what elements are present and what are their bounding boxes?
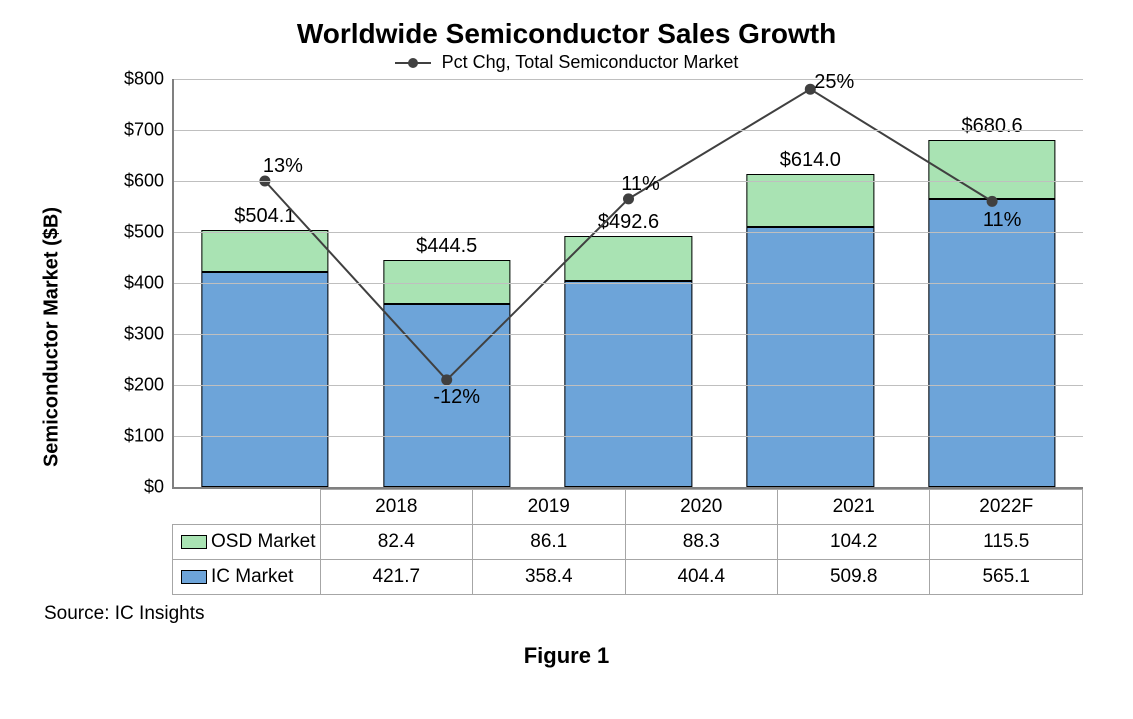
table-cell: 565.1 [930, 560, 1083, 595]
pct-label: 13% [263, 155, 303, 178]
bar-total-label: $504.1 [234, 205, 295, 228]
plot-area: $504.1$444.5$492.6$614.0$680.6 $0$100$20… [172, 79, 1083, 489]
table-cell: 421.7 [320, 560, 472, 595]
table-row: OSD Market82.486.188.3104.2115.5 [173, 525, 1083, 560]
legend-swatch-ic [181, 570, 207, 584]
grid-line [174, 436, 1083, 437]
bar-segment-ic [201, 272, 328, 487]
grid-line [174, 385, 1083, 386]
legend-swatch-osd [181, 535, 207, 549]
table-row: IC Market 421.7358.4404.4509.8565.1 [173, 560, 1083, 595]
table-cell: 104.2 [777, 525, 929, 560]
y-tick-label: $500 [124, 222, 174, 243]
bar-segment-ic [747, 227, 874, 487]
grid-line [174, 79, 1083, 80]
table-cell: 88.3 [625, 525, 777, 560]
pct-label: 11% [983, 209, 1022, 232]
table-category-cell: 2018 [320, 490, 472, 525]
y-tick-label: $300 [124, 324, 174, 345]
chart-area: Semiconductor Market ($B) $504.1$444.5$4… [100, 79, 1083, 595]
legend-label-ic: IC Market [211, 566, 293, 587]
bar-total-label: $492.6 [598, 211, 659, 234]
y-tick-label: $700 [124, 120, 174, 141]
source-text: Source: IC Insights [44, 603, 1093, 625]
table-cell: 82.4 [320, 525, 472, 560]
data-table: 20182019202020212022FOSD Market82.486.18… [172, 489, 1083, 595]
legend-line-label: Pct Chg, Total Semiconductor Market [442, 52, 739, 72]
table-category-cell: 2019 [473, 490, 625, 525]
pct-label: 25% [814, 71, 854, 94]
bar-segment-osd [565, 236, 692, 281]
figure-label: Figure 1 [40, 643, 1093, 669]
y-tick-label: $800 [124, 69, 174, 90]
chart-title: Worldwide Semiconductor Sales Growth [40, 18, 1093, 50]
figure-container: Worldwide Semiconductor Sales Growth Pct… [0, 0, 1133, 719]
grid-line [174, 232, 1083, 233]
table-blank-cell [173, 490, 321, 525]
table-category-cell: 2022F [930, 490, 1083, 525]
line-marker-icon [395, 62, 431, 64]
table-cell: 115.5 [930, 525, 1083, 560]
bar-segment-ic [565, 281, 692, 487]
stacked-bar [383, 260, 510, 487]
y-tick-label: $400 [124, 273, 174, 294]
grid-line [174, 334, 1083, 335]
bar-total-label: $614.0 [780, 149, 841, 172]
stacked-bar [928, 140, 1055, 487]
grid-line [174, 130, 1083, 131]
bar-segment-osd [928, 140, 1055, 199]
stacked-bar [201, 230, 328, 487]
table-cell: 358.4 [473, 560, 625, 595]
y-tick-label: $200 [124, 375, 174, 396]
table-row-head-ic: IC Market [173, 560, 321, 595]
table-category-cell: 2021 [777, 490, 929, 525]
table-category-cell: 2020 [625, 490, 777, 525]
y-tick-label: $0 [144, 477, 174, 498]
table-cell: 404.4 [625, 560, 777, 595]
bar-segment-osd [201, 230, 328, 272]
stacked-bar [747, 174, 874, 487]
table-cell: 509.8 [777, 560, 929, 595]
table-row-head-osd: OSD Market [173, 525, 321, 560]
stacked-bar [565, 236, 692, 487]
legend-label-osd: OSD Market [211, 531, 316, 552]
y-tick-label: $100 [124, 426, 174, 447]
bar-total-label: $444.5 [416, 235, 477, 258]
pct-label: -12% [433, 386, 480, 409]
y-tick-label: $600 [124, 171, 174, 192]
pct-label: 11% [621, 173, 660, 196]
legend-line-series: Pct Chg, Total Semiconductor Market [40, 52, 1093, 73]
table-cell: 86.1 [473, 525, 625, 560]
grid-line [174, 283, 1083, 284]
bar-segment-ic [928, 199, 1055, 487]
bar-total-label: $680.6 [961, 115, 1022, 138]
y-axis-title: Semiconductor Market ($B) [41, 207, 64, 467]
